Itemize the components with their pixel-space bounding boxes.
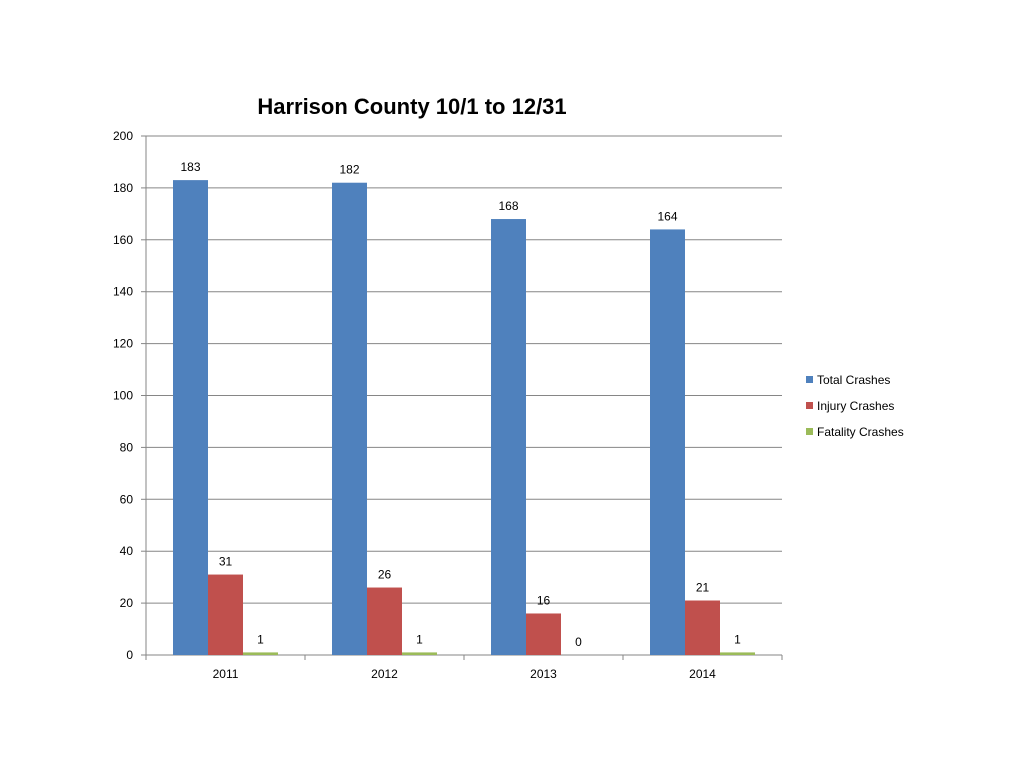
bar-total-crashes <box>173 180 208 656</box>
legend-label: Total Crashes <box>817 373 890 387</box>
data-label: 26 <box>378 568 392 582</box>
x-tick-label: 2014 <box>689 667 716 681</box>
y-tick-label: 120 <box>113 337 133 351</box>
x-tick-label: 2013 <box>530 667 557 681</box>
x-tick-label: 2012 <box>371 667 398 681</box>
data-label: 1 <box>734 632 741 646</box>
legend-label: Injury Crashes <box>817 399 894 413</box>
data-label: 31 <box>219 555 233 569</box>
label-layer: 183 31 1 182 26 1 168 16 0 164 21 1 <box>180 160 741 649</box>
y-tick-label: 20 <box>120 596 134 610</box>
y-tick-label: 0 <box>126 648 133 662</box>
data-label: 21 <box>696 581 710 595</box>
legend-label: Fatality Crashes <box>817 425 904 439</box>
y-tick-label: 140 <box>113 285 133 299</box>
bar-total-crashes <box>650 229 685 656</box>
y-tick-label: 40 <box>120 544 134 558</box>
legend-swatch <box>806 376 813 383</box>
data-label: 182 <box>339 163 359 177</box>
legend: Total Crashes Injury Crashes Fatality Cras… <box>806 373 904 439</box>
bar-injury-crashes <box>685 600 720 655</box>
data-label: 168 <box>498 199 518 213</box>
y-tick-label: 80 <box>120 440 134 454</box>
grid-layer <box>146 135 782 656</box>
y-tick-label: 200 <box>113 129 133 143</box>
data-label: 183 <box>180 160 200 174</box>
legend-swatch <box>806 402 813 409</box>
bar-injury-crashes <box>526 613 561 655</box>
y-tick-label: 160 <box>113 233 133 247</box>
x-tick-label: 2011 <box>213 667 239 681</box>
bar-fatality-crashes <box>243 652 278 655</box>
data-label: 164 <box>657 209 677 223</box>
legend-swatch <box>806 428 813 435</box>
bar-layer <box>173 180 755 656</box>
y-tick-label: 100 <box>113 389 133 403</box>
bar-fatality-crashes <box>402 652 437 655</box>
bar-total-crashes <box>491 219 526 656</box>
y-tick-label: 180 <box>113 181 133 195</box>
bar-injury-crashes <box>208 574 243 655</box>
chart-title: Harrison County 10/1 to 12/31 <box>257 94 566 119</box>
y-tick-label: 60 <box>120 492 134 506</box>
data-label: 0 <box>575 635 582 649</box>
bar-fatality-crashes <box>720 652 755 655</box>
data-label: 1 <box>257 632 264 646</box>
data-label: 1 <box>416 632 423 646</box>
bar-injury-crashes <box>367 587 402 655</box>
data-label: 16 <box>537 593 551 607</box>
bar-total-crashes <box>332 182 367 655</box>
